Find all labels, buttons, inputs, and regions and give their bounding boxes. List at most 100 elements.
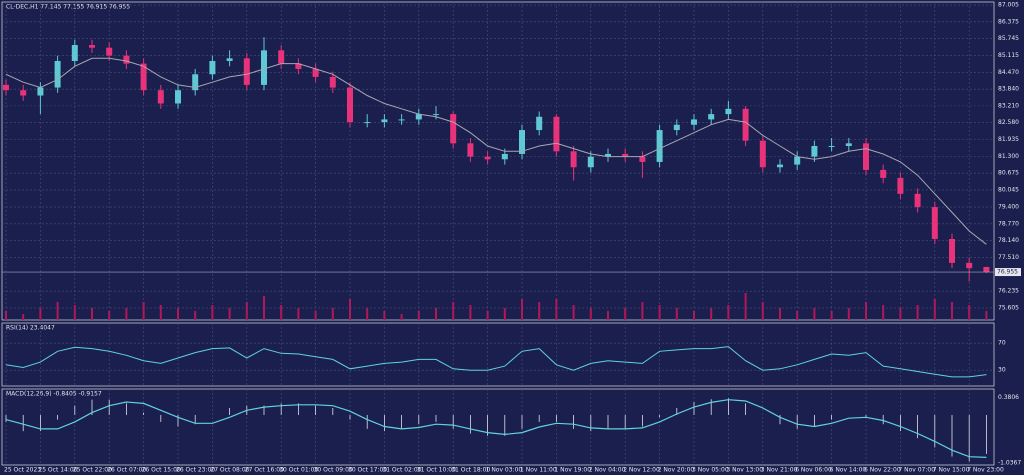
y-tick-label: 79.400	[998, 204, 1019, 211]
x-tick-label: 6 Nov 22:00	[864, 467, 901, 474]
x-tick-label: 27 Oct 16:00	[245, 467, 284, 474]
x-tick-label: 31 Oct 02:00	[382, 467, 421, 474]
x-tick-label: 30 Oct 01:00	[279, 467, 318, 474]
candle-body	[914, 193, 921, 208]
volume-bar	[641, 302, 644, 320]
x-tick-label: 3 Nov 21:00	[761, 467, 798, 474]
candle-body	[106, 47, 113, 56]
volume-bar	[538, 302, 541, 320]
volume-bar	[469, 305, 472, 320]
candle-body	[639, 156, 646, 162]
candle-body	[467, 143, 474, 157]
candle-body	[949, 238, 955, 263]
x-tick-label: 3 Nov 13:00	[726, 467, 763, 474]
candle-body	[622, 153, 629, 157]
volume-bar	[245, 302, 248, 320]
candle-body	[656, 130, 663, 162]
y-tick-label: 78.140	[998, 237, 1019, 244]
candle-body	[71, 45, 78, 61]
volume-bar	[727, 305, 730, 320]
x-tick-label: 25 Oct 14:00	[38, 467, 77, 474]
candle-body	[519, 130, 525, 154]
volume-bar	[194, 311, 197, 320]
candle-body	[329, 76, 336, 88]
volume-bar	[761, 302, 764, 320]
candle-body	[587, 156, 594, 168]
chart-title: CL-DEC,H1 77.145 77.155 76.915 76.955	[6, 4, 130, 11]
x-tick-label: 7 Nov 07:00	[898, 467, 935, 474]
volume-bar	[985, 311, 988, 320]
candle-body	[3, 84, 9, 91]
candle-body	[673, 124, 680, 131]
candle-body	[175, 90, 181, 104]
y-tick-label: 0.3806	[998, 394, 1019, 401]
volume-bar	[349, 299, 351, 320]
candle-body	[157, 90, 164, 104]
volume-bar	[865, 302, 867, 320]
volume-bar	[658, 305, 661, 320]
candle-body	[295, 63, 302, 69]
x-tick-label: 1 Nov 19:00	[554, 467, 591, 474]
volume-bar	[366, 308, 369, 320]
x-tick-label: 6 Nov 06:00	[795, 467, 832, 474]
volume-bar	[314, 311, 317, 320]
candle-body	[811, 145, 818, 157]
candle-body	[570, 151, 577, 168]
candle-body	[966, 262, 973, 269]
volume-bar	[968, 305, 971, 320]
y-tick-label: -1.0367	[998, 459, 1021, 466]
volume-bar	[607, 311, 609, 320]
x-tick-label: 27 Oct 08:00	[210, 467, 249, 474]
candle-body	[278, 50, 285, 64]
candle-body	[484, 156, 491, 160]
y-tick-label: 78.770	[998, 220, 1019, 227]
candle-body	[777, 164, 783, 168]
y-tick-label: 80.045	[998, 186, 1019, 193]
volume-bar	[108, 311, 111, 320]
y-tick-label: 76.235	[998, 288, 1019, 295]
volume-bar	[779, 308, 781, 320]
x-tick-label: 2 Nov 04:00	[589, 467, 626, 474]
x-tick-label: 31 Oct 10:00	[417, 467, 456, 474]
candle-body	[863, 143, 869, 170]
x-tick-label: 26 Oct 07:00	[107, 467, 146, 474]
y-tick-label: 82.580	[998, 119, 1019, 126]
volume-bar	[521, 299, 523, 320]
candle-body	[450, 114, 457, 144]
candle-body	[794, 156, 801, 165]
volume-bar	[5, 311, 7, 320]
candle-body	[89, 45, 95, 48]
y-tick-label: 85.745	[998, 35, 1019, 42]
candle-body	[37, 87, 44, 96]
candle-body	[381, 119, 388, 123]
volume-bar	[899, 308, 902, 320]
volume-bar	[39, 308, 42, 320]
candle-body	[20, 90, 27, 96]
candle-body	[226, 58, 233, 61]
x-tick-label: 26 Oct 23:00	[176, 467, 215, 474]
volume-bar	[933, 299, 936, 320]
volume-bar	[159, 305, 162, 320]
x-tick-label: 2 Nov 20:00	[658, 467, 695, 474]
volume-bar	[710, 308, 713, 320]
volume-bar	[452, 302, 455, 320]
x-tick-label: 7 Nov 15:00	[933, 467, 970, 474]
volume-bar	[624, 308, 627, 320]
y-tick-label: 85.115	[998, 52, 1019, 59]
x-tick-label: 7 Nov 23:00	[967, 467, 1004, 474]
x-tick-label: 1 Nov 03:00	[486, 467, 523, 474]
volume-bar	[589, 308, 592, 320]
x-tick-label: 2 Nov 12:00	[623, 467, 660, 474]
volume-bar	[555, 299, 558, 320]
volume-bar	[177, 308, 179, 320]
x-tick-label: 30 Oct 17:00	[348, 467, 387, 474]
main-panel	[1, 1, 995, 321]
price-tag	[995, 268, 1021, 277]
y-tick-label: 80.675	[998, 170, 1019, 177]
candle-body	[536, 116, 543, 131]
rsi-panel	[1, 322, 995, 387]
candle-body	[54, 60, 61, 88]
candle-body	[742, 108, 749, 141]
y-tick-label: 84.470	[998, 69, 1019, 76]
